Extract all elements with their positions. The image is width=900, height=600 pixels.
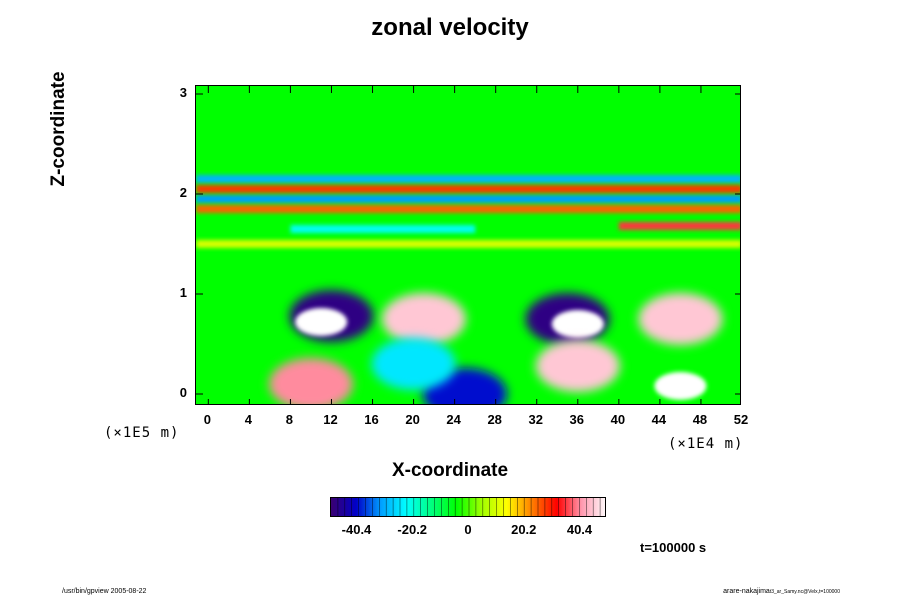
x-axis-label: X-coordinate — [391, 460, 509, 481]
heatmap-svg — [196, 86, 740, 404]
footer-source: arare-nakajimat3_ar_Samy.nc@Velx,t=10000… — [723, 588, 840, 595]
heatmap-plot-area — [195, 85, 741, 405]
heatmap-band-6 — [196, 240, 740, 248]
footer-author: arare-nakajima — [723, 588, 770, 595]
x-tick-label: 12 — [323, 412, 338, 427]
heatmap-blob-9 — [381, 293, 466, 345]
x-tick-label: 28 — [487, 412, 502, 427]
x-tick-label: 48 — [692, 412, 708, 427]
x-tick-label: 44 — [651, 412, 667, 427]
heatmap-features — [196, 175, 740, 404]
heatmap-blob-14 — [268, 358, 353, 404]
colorbar-tick-label: 0 — [464, 522, 472, 537]
heatmap-blob-8 — [295, 308, 348, 336]
colorbar-tick-label: 20.2 — [511, 522, 537, 537]
x-tick-label: 36 — [569, 412, 585, 427]
heatmap-band-1 — [196, 195, 740, 203]
y-tick-label: 0 — [179, 385, 187, 400]
y-scale-note: (×1E5 m) — [104, 425, 180, 441]
x-tick-label: 52 — [733, 412, 749, 427]
x-tick-label: 20 — [405, 412, 420, 427]
x-tick-label: 32 — [528, 412, 543, 427]
y-tick-label: 1 — [179, 285, 187, 300]
y-axis-label: Z-coordinate — [48, 71, 69, 187]
heatmap-band-0 — [196, 175, 740, 183]
heatmap-band-3 — [196, 205, 740, 213]
chart-title: zonal velocity — [371, 14, 529, 41]
x-tick-label: 24 — [446, 412, 461, 427]
x-scale-note: (×1E4 m) — [668, 436, 744, 452]
x-tick-label: 8 — [285, 412, 294, 427]
y-tick-label: 3 — [179, 85, 187, 100]
heatmap-blob-11 — [551, 310, 604, 338]
time-annotation: t=100000 s — [640, 540, 707, 555]
x-tick-label: 40 — [610, 412, 626, 427]
heatmap-blob-16 — [654, 372, 707, 400]
colorbar-tick-label: -20.2 — [397, 522, 428, 537]
y-tick-label: 2 — [179, 185, 187, 200]
heatmap-blob-12 — [638, 293, 723, 345]
footer-command: /usr/bin/gpview 2005-08-22 — [62, 588, 147, 595]
x-tick-label: 16 — [364, 412, 379, 427]
heatmap-blob-18 — [371, 338, 456, 390]
colorbar-tick-label: -40.4 — [341, 522, 372, 537]
colorbar-tick-label: 40.4 — [566, 522, 593, 537]
colorbar — [330, 497, 606, 517]
heatmap-band-5 — [618, 222, 740, 230]
heatmap-blob-15 — [535, 340, 620, 392]
heatmap-band-2 — [196, 185, 740, 193]
heatmap-band-4 — [290, 225, 476, 233]
colorbar-svg — [331, 498, 605, 516]
x-tick-label: 4 — [244, 412, 252, 427]
footer-file: t3_ar_Samy.nc@Velx,t=100000 — [769, 589, 840, 595]
x-tick-label: 0 — [203, 412, 211, 427]
